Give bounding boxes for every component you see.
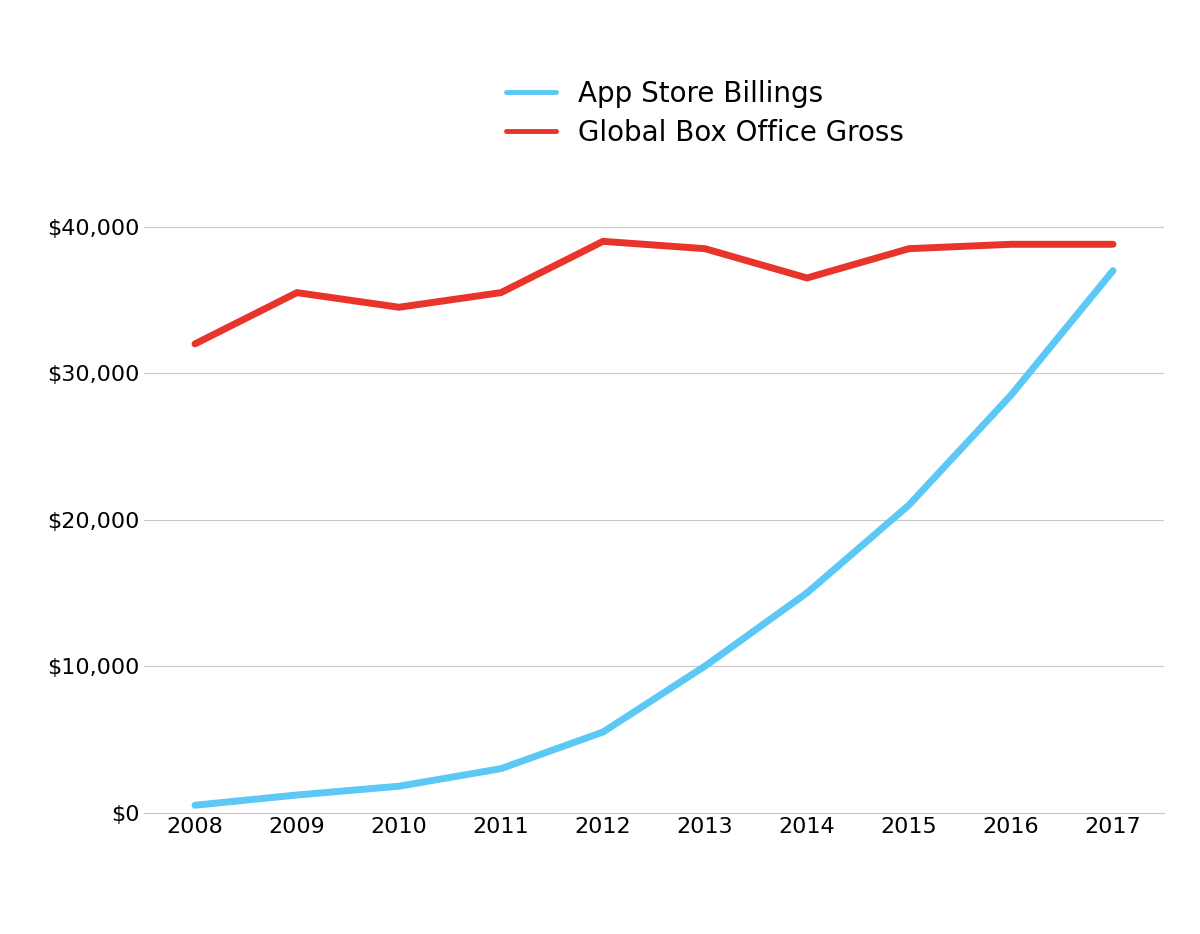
App Store Billings [1106, 265, 1121, 276]
App Store Billings [596, 727, 611, 738]
App Store Billings [391, 781, 406, 792]
Global Box Office Gross [187, 338, 202, 349]
App Store Billings [187, 800, 202, 811]
App Store Billings [698, 660, 713, 672]
App Store Billings [902, 500, 917, 511]
App Store Billings [494, 763, 509, 774]
App Store Billings [800, 587, 815, 599]
Global Box Office Gross [494, 287, 509, 298]
Global Box Office Gross [902, 243, 917, 254]
Global Box Office Gross [1003, 239, 1018, 250]
Global Box Office Gross [698, 243, 713, 254]
App Store Billings [290, 789, 305, 800]
Global Box Office Gross [290, 287, 305, 298]
Legend: App Store Billings, Global Box Office Gross: App Store Billings, Global Box Office Gr… [492, 66, 918, 161]
Global Box Office Gross [596, 235, 611, 247]
Global Box Office Gross [391, 302, 406, 313]
Global Box Office Gross [1106, 239, 1121, 250]
Line: App Store Billings: App Store Billings [194, 271, 1114, 805]
Line: Global Box Office Gross: Global Box Office Gross [194, 241, 1114, 344]
Global Box Office Gross [800, 273, 815, 284]
App Store Billings [1003, 389, 1018, 401]
